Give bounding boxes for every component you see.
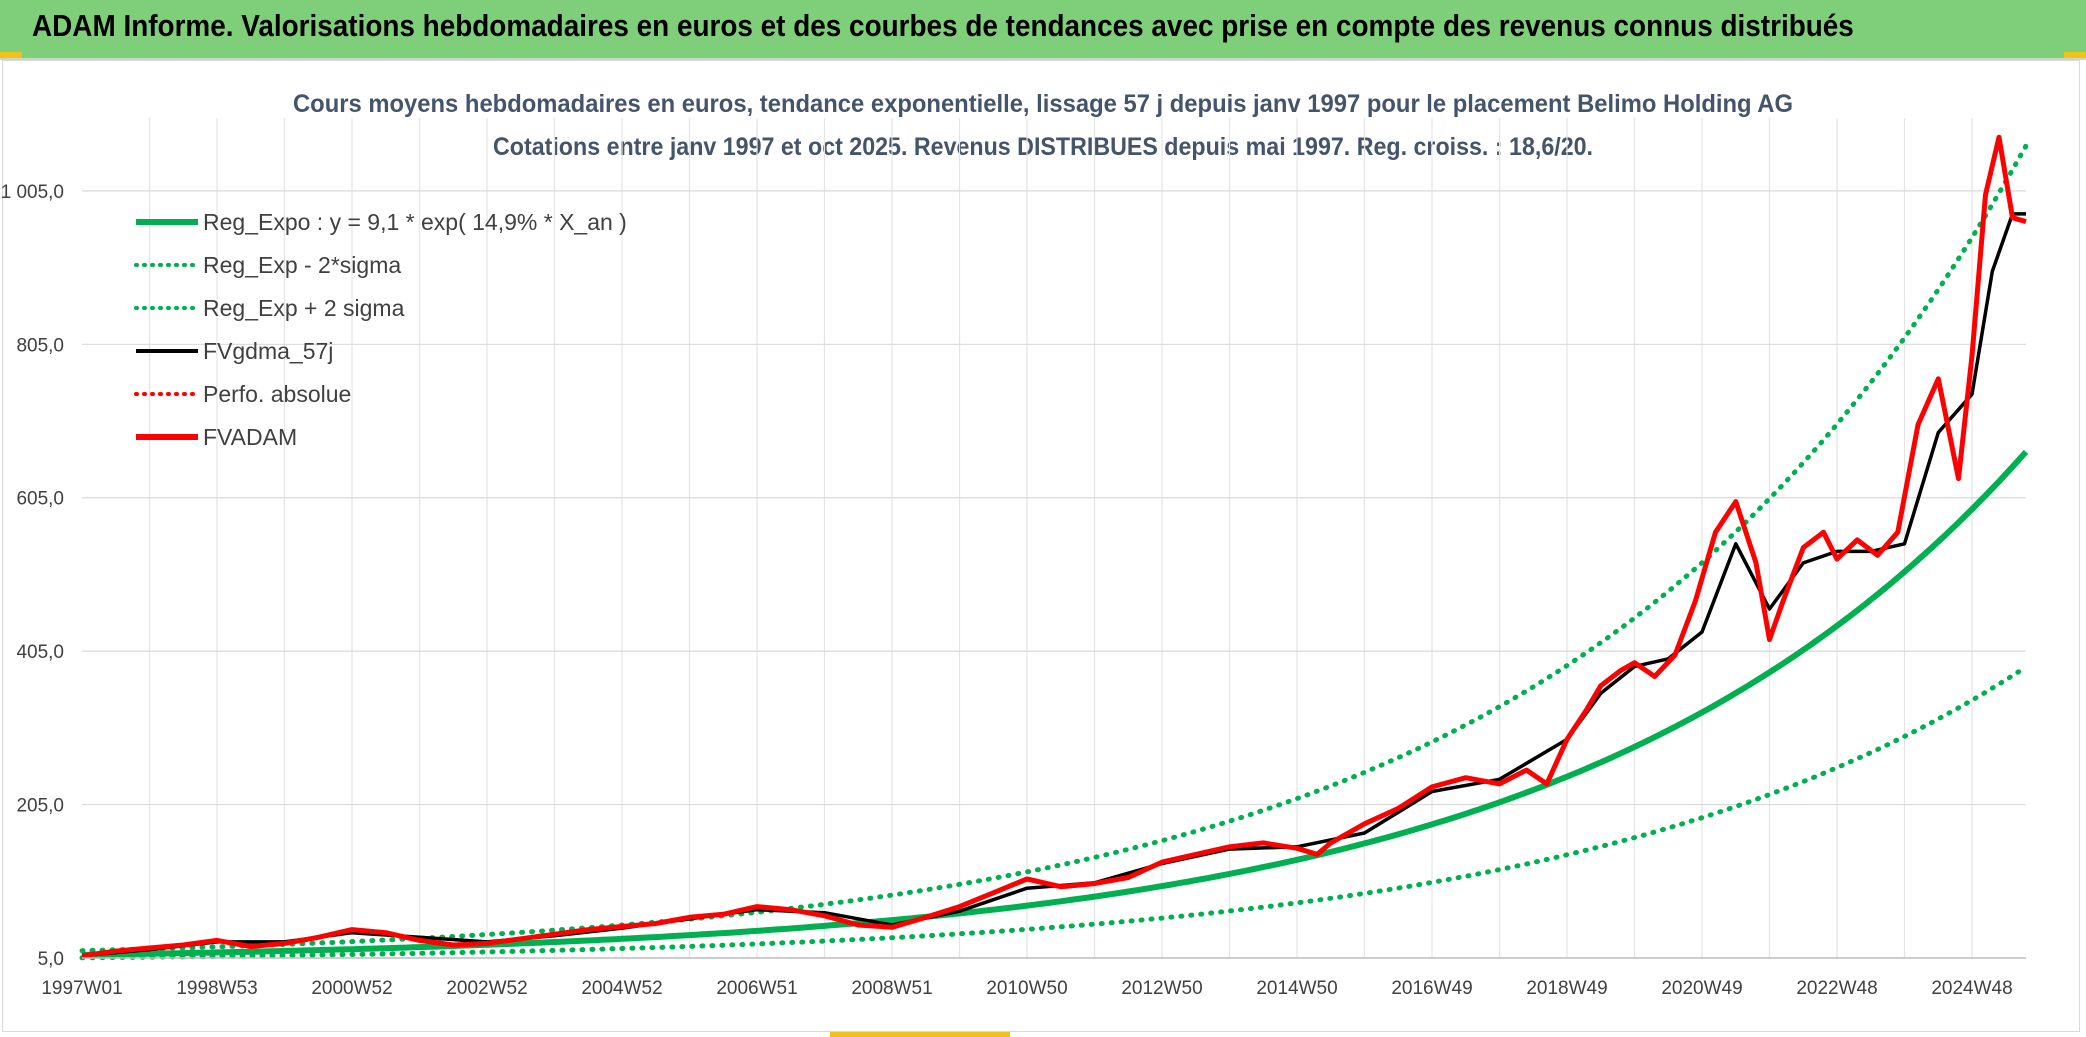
legend-label: FVADAM bbox=[203, 424, 297, 450]
x-tick-label: 2016W49 bbox=[1391, 978, 1472, 999]
reg-minus-2sigma-line bbox=[79, 664, 2029, 961]
chart-subtitle: Cotations entre janv 1997 et oct 2025. R… bbox=[493, 133, 1593, 161]
y-tick-label: 1 005,0 bbox=[1, 182, 64, 203]
corner-marker-top-left bbox=[0, 52, 22, 58]
legend-label: Reg_Expo : y = 9,1 * exp( 14,9% * X_an ) bbox=[203, 209, 627, 235]
reg-expo-line bbox=[81, 449, 2029, 958]
x-tick-label: 1998W53 bbox=[176, 978, 257, 999]
legend-label: Perfo. absolue bbox=[203, 381, 351, 407]
corner-marker-top-right bbox=[2064, 52, 2086, 58]
x-tick-label: 2018W49 bbox=[1526, 978, 1607, 999]
fvgdma-line bbox=[81, 212, 2026, 958]
reg-plus-2sigma-line bbox=[79, 143, 2029, 954]
chart-title: Cours moyens hebdomadaires en euros, ten… bbox=[293, 90, 1793, 118]
x-tick-label: 2022W48 bbox=[1796, 978, 1877, 999]
x-tick-label: 2014W50 bbox=[1256, 978, 1337, 999]
y-tick-label: 605,0 bbox=[16, 489, 64, 510]
x-tick-label: 2002W52 bbox=[446, 978, 527, 999]
legend-entry: Reg_Expo : y = 9,1 * exp( 14,9% * X_an ) bbox=[136, 209, 627, 235]
legend-label: Reg_Exp - 2*sigma bbox=[203, 252, 401, 278]
legend-entry: FVADAM bbox=[136, 424, 297, 450]
y-tick-label: 805,0 bbox=[16, 335, 64, 356]
report-banner: ADAM Informe. Valorisations hebdomadaire… bbox=[0, 0, 2086, 60]
legend-entry: Perfo. absolue bbox=[134, 381, 351, 407]
legend-entry: FVgdma_57j bbox=[136, 338, 333, 364]
chart-frame bbox=[2, 60, 2080, 1032]
x-tick-label: 2010W50 bbox=[986, 978, 1067, 999]
x-tick-label: 2008W51 bbox=[851, 978, 932, 999]
x-tick-label: 2004W52 bbox=[581, 978, 662, 999]
x-tick-label: 2000W52 bbox=[311, 978, 392, 999]
x-tick-label: 2020W49 bbox=[1661, 978, 1742, 999]
legend: Reg_Expo : y = 9,1 * exp( 14,9% * X_an )… bbox=[134, 209, 627, 450]
corner-marker-bottom bbox=[830, 1031, 1010, 1037]
axis-layer: 5,0 205,0 405,0 605,0 805,0 1 005,0 1997W01 199… bbox=[1, 182, 2026, 999]
y-tick-label: 205,0 bbox=[16, 796, 64, 817]
legend-entry: Reg_Exp - 2*sigma bbox=[134, 252, 401, 278]
x-tick-label: 1997W01 bbox=[41, 978, 122, 999]
x-tick-label: 2012W50 bbox=[1121, 978, 1202, 999]
legend-entry: Reg_Exp + 2 sigma bbox=[134, 295, 405, 321]
legend-label: FVgdma_57j bbox=[203, 338, 333, 364]
fvadam-line bbox=[81, 134, 2027, 959]
x-tick-label: 2024W48 bbox=[1931, 978, 2012, 999]
grid-layer bbox=[82, 118, 2026, 959]
y-tick-label: 405,0 bbox=[16, 642, 64, 663]
report-banner-title: ADAM Informe. Valorisations hebdomadaire… bbox=[32, 8, 1854, 43]
legend-label: Reg_Exp + 2 sigma bbox=[203, 295, 405, 321]
x-tick-label: 2006W51 bbox=[716, 978, 797, 999]
series-layer bbox=[79, 134, 2029, 961]
y-tick-label: 5,0 bbox=[38, 949, 64, 970]
